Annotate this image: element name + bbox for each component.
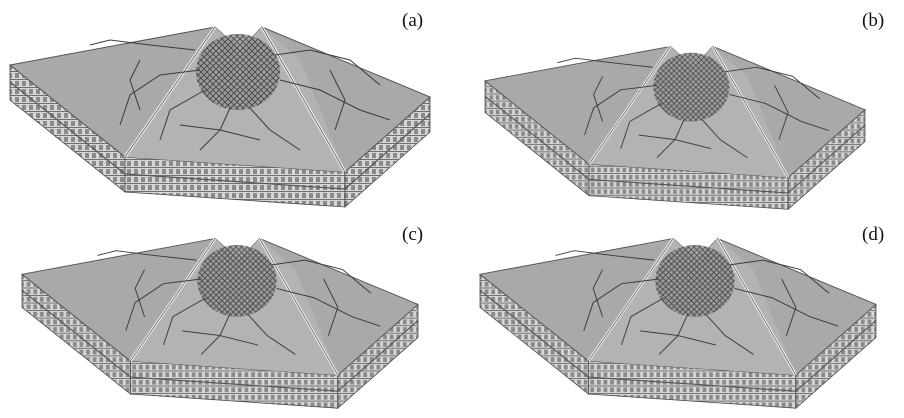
panel-label: (d) xyxy=(862,224,884,245)
panel-label: (b) xyxy=(862,10,884,31)
panel-label: (a) xyxy=(402,10,423,31)
panel-c-render xyxy=(22,238,418,408)
panel-a-render xyxy=(10,27,430,207)
panel-label: (c) xyxy=(402,224,423,245)
page: (a) (b) (c) (d) (() => { const data = JS… xyxy=(0,0,904,413)
figure: (a) (b) (c) (d) xyxy=(0,0,904,413)
panel-b-render xyxy=(485,46,865,209)
panel-d-render xyxy=(480,238,876,408)
